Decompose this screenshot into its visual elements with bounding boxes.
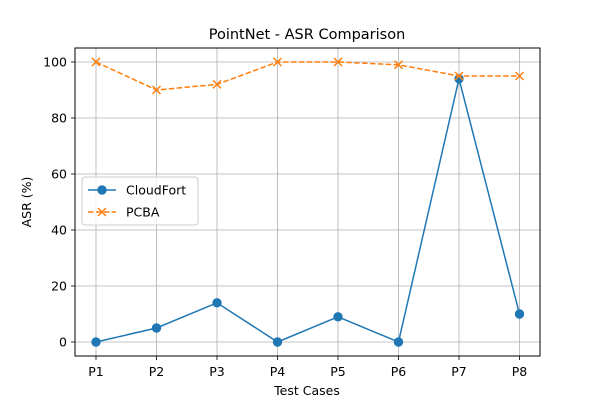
series-group [91,57,525,347]
legend-label-cloudfort: CloudFort [126,183,186,198]
y-tick-label: 80 [51,111,67,126]
data-point-cloudfort [212,298,222,308]
series-line-pcba [95,61,520,91]
plot-frame [74,47,541,357]
y-axis-label: ASR (%) [19,177,34,228]
y-tick-label: 0 [59,335,67,350]
data-point-pcba [91,57,101,67]
data-point-pcba [151,85,162,95]
series-pcba [91,57,525,95]
legend-label-pcba: PCBA [126,205,160,220]
data-point-cloudfort [393,337,404,347]
series-cloudfort [91,74,525,347]
x-tick-label: P4 [270,364,286,379]
legend-marker-cloudfort [97,185,107,195]
x-tick-label: P7 [451,364,467,379]
legend-marker-pcba [97,207,107,217]
data-point-pcba [393,60,404,70]
x-tick-label: P8 [512,364,528,379]
axis-ticks: P1 P2 P3 P4 P5 P6 P7 P8 0 20 40 60 80 100 [43,55,527,380]
data-point-cloudfort [151,323,162,333]
x-tick-label: P5 [330,364,346,379]
series-line-cloudfort [95,78,521,344]
data-point-cloudfort [333,312,343,322]
y-tick-label: 20 [51,279,67,294]
y-tick-label: 60 [51,167,67,182]
data-point-pcba [272,57,283,67]
data-point-pcba [514,71,525,81]
data-point-cloudfort [272,337,283,347]
data-point-pcba [333,57,343,67]
x-tick-label: P2 [149,364,165,379]
x-tick-label: P6 [391,364,407,379]
y-tick-label: 100 [43,55,67,70]
legend-box [81,176,199,226]
y-tick-label: 40 [51,223,67,238]
data-point-pcba [454,71,464,81]
x-axis-label: Test Cases [273,383,340,398]
legend: CloudFort PCBA [81,176,199,226]
x-tick-label: P3 [209,364,225,379]
x-tick-label: P1 [88,364,104,379]
data-point-cloudfort [514,309,525,319]
data-point-cloudfort [91,337,101,347]
chart-title: PointNet - ASR Comparison [209,27,406,43]
data-point-pcba [212,79,222,89]
